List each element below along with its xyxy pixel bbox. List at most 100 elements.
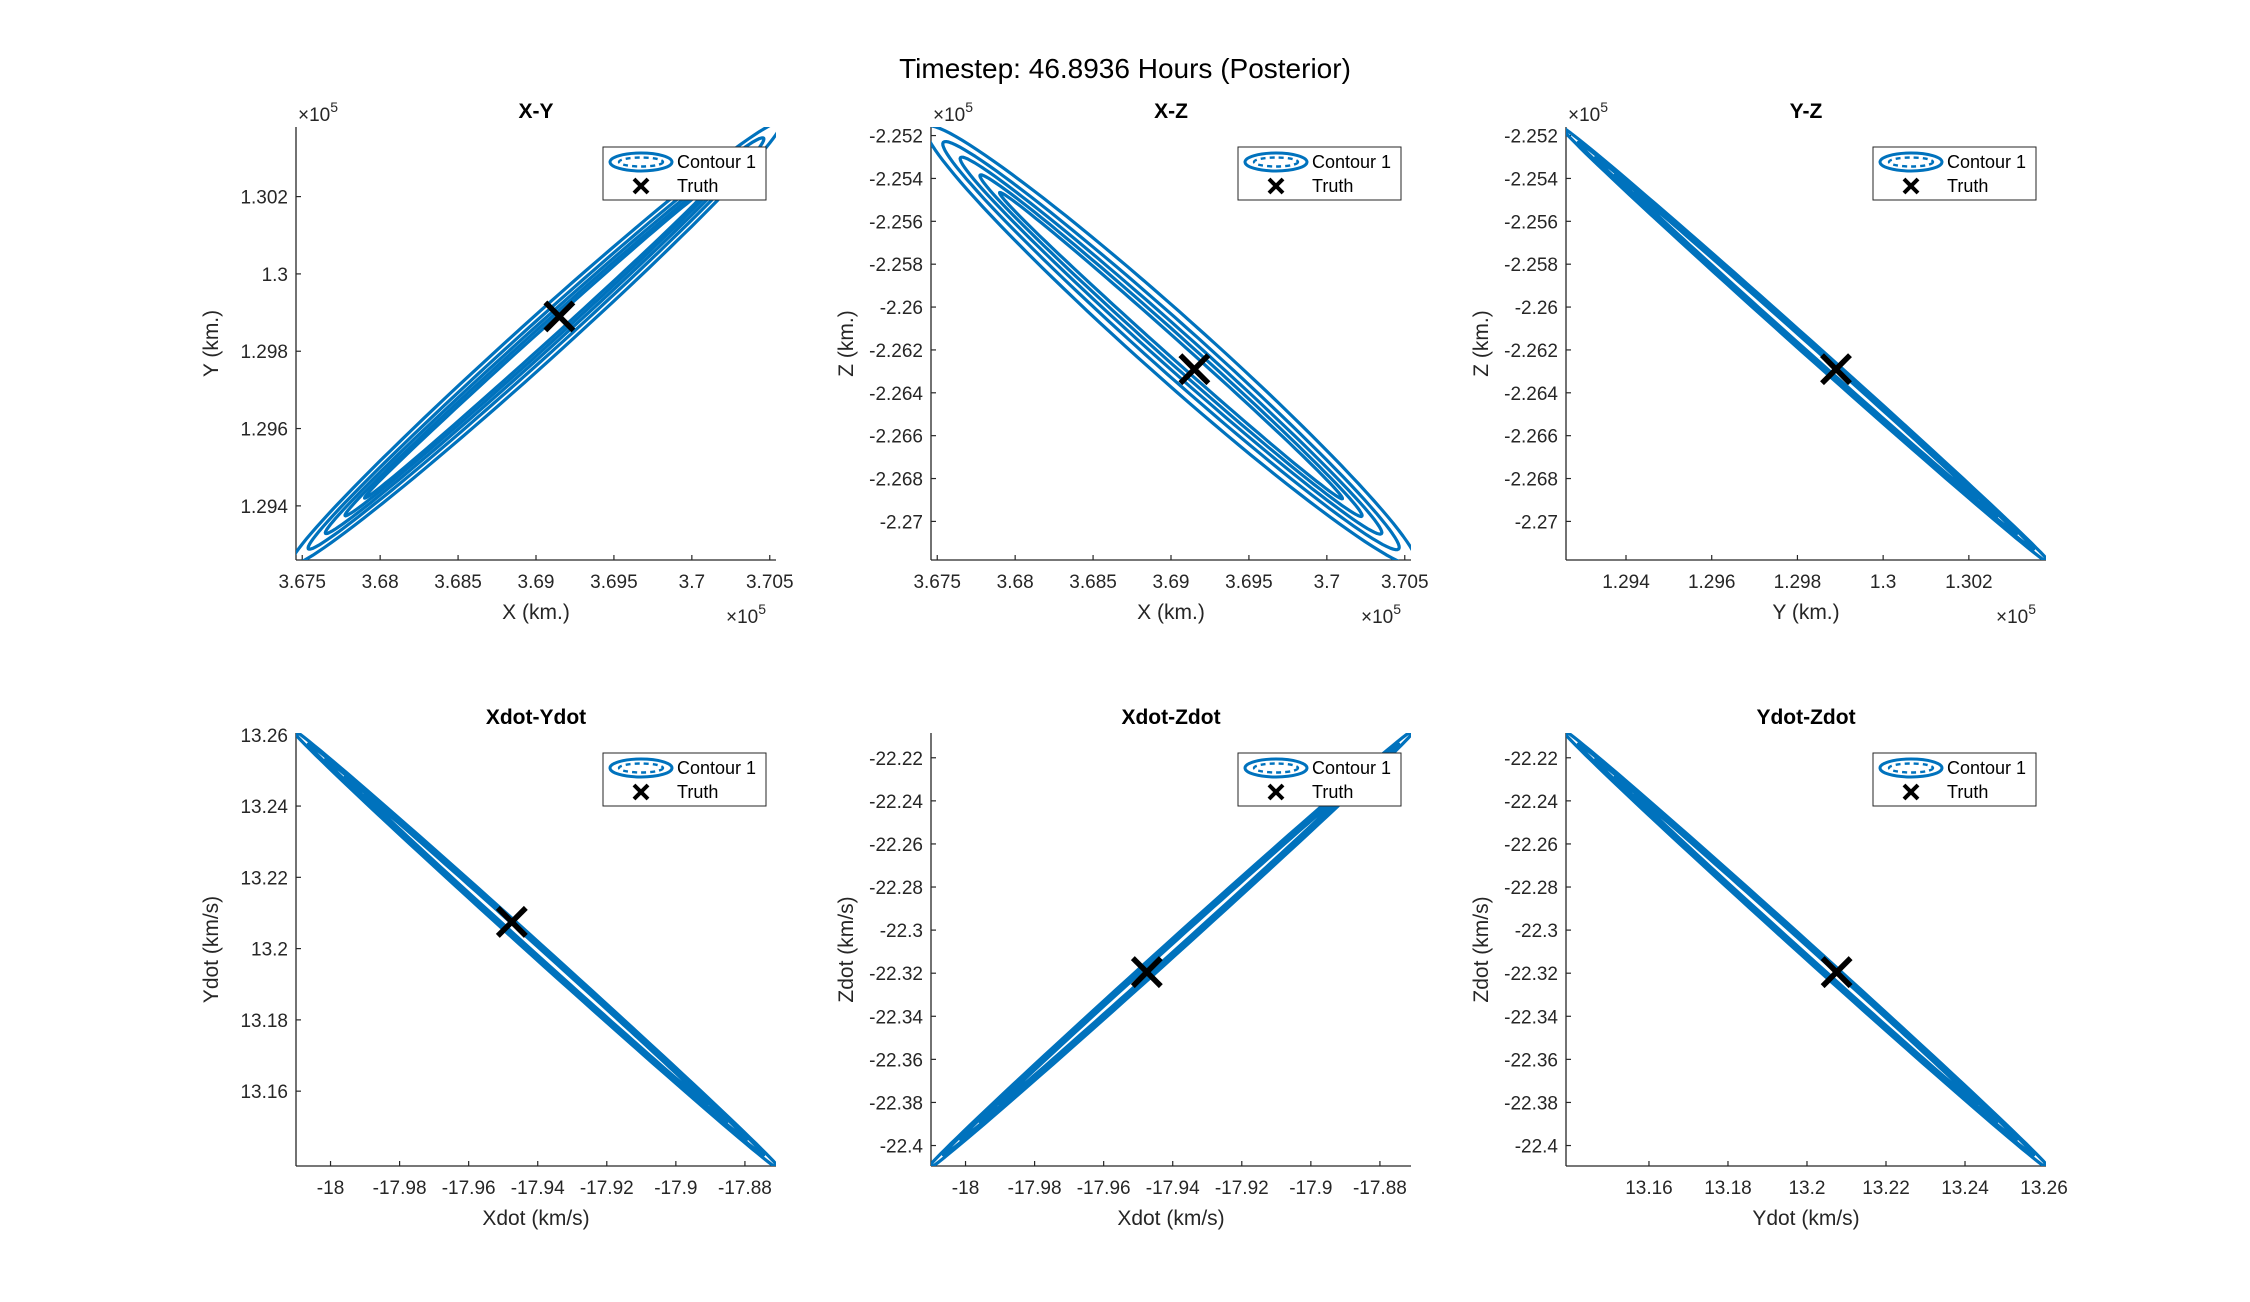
legend-label: Truth: [1947, 782, 1988, 802]
contour-plot: [1566, 733, 2046, 1166]
legend-label: Contour 1: [1312, 152, 1391, 172]
x-tick-label: 1.302: [1945, 572, 1993, 593]
subplot-4: Xdot-Ydot -18 -17.98 -17.96 -17.94 -17.92 -17.…: [200, 706, 776, 1230]
x-tick-label: -17.9: [1289, 1178, 1332, 1199]
legend-contour-icon: [1243, 757, 1309, 779]
contour-plot: [296, 127, 776, 560]
y-tick-label: -22.28: [869, 878, 923, 899]
y-tick-label: -2.26: [880, 298, 923, 319]
legend-truth-icon: [1902, 177, 1920, 195]
legend-contour-icon: [1887, 156, 1935, 168]
truth-marker: [543, 300, 576, 333]
y-tick-label: -2.26: [1515, 298, 1558, 319]
x-tick-label: 3.68: [997, 572, 1034, 593]
legend-label: Contour 1: [1312, 758, 1391, 778]
truth-marker: [1130, 956, 1163, 989]
subplot-title: Xdot-Zdot: [1121, 706, 1220, 729]
x-axis-label: X (km.): [1137, 601, 1205, 624]
y-tick-label: -22.3: [880, 921, 923, 942]
x-axis-label: Xdot (km/s): [1117, 1207, 1224, 1230]
contour-plot: [1566, 127, 2046, 560]
x-tick-label: 13.18: [1704, 1178, 1752, 1199]
y-tick-label: -22.24: [869, 792, 923, 813]
legend: Contour 1 Truth: [1237, 752, 1402, 807]
x-tick-label: 3.7: [679, 572, 705, 593]
truth-marker-stroke: [1820, 353, 1852, 386]
y-tick-label: 13.16: [240, 1082, 288, 1103]
x-tick-label: -17.94: [1146, 1178, 1200, 1199]
subplot-title: Ydot-Zdot: [1756, 706, 1855, 729]
y-tick-label: -22.24: [1504, 792, 1558, 813]
legend: Contour 1 Truth: [602, 752, 767, 807]
y-axis-exponent-power: 5: [330, 99, 338, 115]
y-tick-label: -2.254: [869, 169, 923, 190]
contour-line: [958, 155, 1384, 536]
x-tick-label: -17.92: [580, 1178, 634, 1199]
legend-box: [1237, 752, 1402, 807]
y-axis-label: Ydot (km/s): [200, 896, 223, 1003]
truth-marker-stroke: [1820, 956, 1853, 989]
y-tick-label: 13.18: [240, 1011, 288, 1032]
truth-marker: [1820, 956, 1853, 989]
y-tick-label: -2.262: [1504, 341, 1558, 362]
legend: Contour 1 Truth: [1872, 752, 2037, 807]
legend-contour-icon: [1878, 151, 1944, 173]
y-tick-label: 1.3: [262, 265, 288, 286]
contour-line: [998, 190, 1344, 501]
contour-line: [1633, 191, 1979, 501]
x-tick-label: 1.296: [1688, 572, 1736, 593]
y-axis-label: Y (km.): [200, 310, 223, 377]
y-tick-label: 1.294: [240, 497, 288, 518]
x-axis-label: Ydot (km/s): [1752, 1207, 1859, 1230]
x-tick-label: 1.294: [1602, 572, 1650, 593]
y-tick-label: -22.34: [869, 1007, 923, 1028]
contour-plot: [296, 733, 776, 1166]
contour-line: [941, 140, 1401, 552]
contour-line: [323, 151, 749, 536]
y-axis-exponent-power: 5: [965, 99, 973, 115]
y-tick-label: -22.22: [1504, 749, 1558, 770]
y-tick-label: -22.36: [1504, 1050, 1558, 1071]
y-tick-label: 13.24: [240, 797, 288, 818]
x-tick-label: 3.705: [746, 572, 794, 593]
contour-line: [998, 793, 1344, 1106]
legend-box: [1237, 146, 1402, 201]
y-tick-label: -2.254: [1504, 169, 1558, 190]
legend-contour-icon: [608, 151, 674, 173]
x-tick-label: 3.705: [1381, 572, 1429, 593]
subplot-title: X-Z: [1154, 100, 1188, 123]
x-tick-label: -17.96: [442, 1178, 496, 1199]
y-axis-exponent-power: 5: [1600, 99, 1608, 115]
subplot-title: Y-Z: [1790, 100, 1823, 123]
y-tick-label: -2.258: [869, 255, 923, 276]
x-tick-label: 3.695: [1225, 572, 1273, 593]
legend-truth-icon: [1902, 783, 1920, 801]
x-tick-label: -17.96: [1077, 1178, 1131, 1199]
y-tick-label: -2.264: [1504, 384, 1558, 405]
x-tick-label: -17.92: [1215, 1178, 1269, 1199]
x-tick-label: -17.94: [511, 1178, 565, 1199]
contour-line: [306, 136, 766, 551]
truth-marker-stroke: [543, 300, 576, 333]
x-tick-label: 3.7: [1314, 572, 1340, 593]
y-tick-label: 13.2: [251, 940, 288, 961]
legend-contour-icon: [1252, 762, 1300, 774]
x-tick-label: 1.3: [1870, 572, 1896, 593]
y-tick-label: -22.4: [880, 1137, 924, 1158]
legend-label: Truth: [1312, 782, 1353, 802]
y-tick-label: -22.38: [1504, 1093, 1558, 1114]
y-tick-label: -2.252: [869, 127, 923, 148]
subplot-5: Xdot-Zdot -18 -17.98 -17.96 -17.94 -17.92 -17.…: [835, 706, 1411, 1230]
y-tick-label: -2.268: [869, 470, 923, 491]
contour-line: [363, 793, 709, 1106]
y-axis-label: Z (km.): [1470, 310, 1493, 376]
figure-title: Timestep: 46.8936 Hours (Posterior): [899, 53, 1351, 84]
x-tick-label: 3.68: [362, 572, 399, 593]
y-tick-label: -2.256: [1504, 212, 1558, 233]
x-tick-label: 3.69: [1153, 572, 1190, 593]
legend-label: Truth: [677, 176, 718, 196]
legend: Contour 1 Truth: [1872, 146, 2037, 201]
x-tick-label: -17.88: [1353, 1178, 1407, 1199]
legend-contour-icon: [1252, 156, 1300, 168]
